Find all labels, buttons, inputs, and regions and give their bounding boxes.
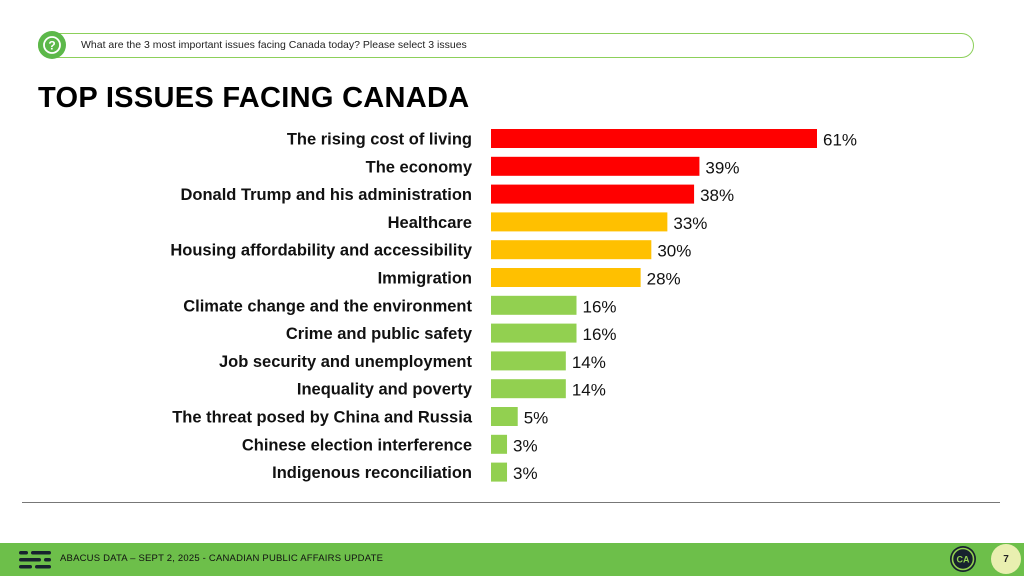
category-label: The threat posed by China and Russia bbox=[172, 409, 473, 427]
data-label: 39% bbox=[705, 158, 739, 177]
category-label: Chinese election interference bbox=[242, 436, 472, 454]
data-label: 14% bbox=[572, 381, 606, 400]
divider bbox=[22, 502, 1000, 503]
data-label: 14% bbox=[572, 353, 606, 372]
data-label: 5% bbox=[524, 409, 549, 428]
footer-text: ABACUS DATA – SEPT 2, 2025 - CANADIAN PU… bbox=[60, 553, 384, 564]
page-number: 7 bbox=[991, 544, 1021, 574]
category-label: Healthcare bbox=[388, 214, 472, 232]
question-icon: ? bbox=[38, 31, 66, 59]
issues-bar-chart: The rising cost of living 61% The economy 3… bbox=[170, 129, 857, 483]
bar bbox=[491, 156, 700, 176]
category-label: Immigration bbox=[378, 270, 472, 288]
page-title: TOP ISSUES FACING CANADA bbox=[38, 82, 470, 114]
category-label: Job security and unemployment bbox=[219, 353, 473, 371]
data-label: 28% bbox=[647, 270, 681, 289]
category-label: Climate change and the environment bbox=[183, 297, 472, 315]
category-label: Donald Trump and his administration bbox=[180, 186, 472, 204]
category-label: Housing affordability and accessibility bbox=[170, 242, 472, 260]
bar bbox=[491, 240, 652, 260]
category-label: The economy bbox=[366, 158, 473, 176]
data-label: 61% bbox=[823, 131, 857, 150]
data-label: 3% bbox=[513, 436, 538, 455]
bar bbox=[491, 379, 566, 399]
bar bbox=[491, 462, 508, 482]
category-label: Indigenous reconciliation bbox=[272, 464, 472, 482]
question-text: What are the 3 most important issues fac… bbox=[81, 39, 467, 51]
bar bbox=[491, 129, 817, 148]
bar bbox=[491, 323, 577, 343]
bar bbox=[491, 295, 577, 315]
data-label: 38% bbox=[700, 186, 734, 205]
question-bar: ? What are the 3 most important issues f… bbox=[38, 31, 974, 59]
data-label: 16% bbox=[583, 297, 617, 316]
category-label: Inequality and poverty bbox=[297, 381, 473, 399]
bar bbox=[491, 268, 641, 287]
bar bbox=[491, 434, 508, 454]
svg-text:?: ? bbox=[48, 38, 55, 52]
data-label: 16% bbox=[583, 325, 617, 344]
bar bbox=[491, 407, 518, 426]
bar bbox=[491, 212, 668, 232]
data-label: 33% bbox=[673, 214, 707, 233]
abacus-logo-icon bbox=[19, 550, 51, 575]
ca-badge-icon: CA bbox=[948, 544, 978, 579]
footer: ABACUS DATA – SEPT 2, 2025 - CANADIAN PU… bbox=[0, 543, 1024, 576]
category-label: The rising cost of living bbox=[287, 131, 472, 149]
data-label: 30% bbox=[657, 242, 691, 261]
data-label: 3% bbox=[513, 464, 538, 483]
bar bbox=[491, 351, 566, 371]
ca-badge-text: CA bbox=[957, 555, 970, 565]
bar bbox=[491, 184, 695, 204]
category-label: Crime and public safety bbox=[286, 325, 473, 343]
